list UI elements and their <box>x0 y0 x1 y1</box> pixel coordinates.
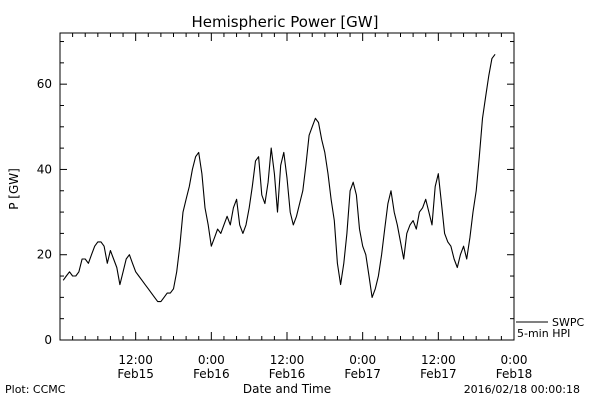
x-tick-label-time: 0:00 <box>198 353 225 367</box>
series-group <box>62 53 496 303</box>
footer-timestamp: 2016/02/18 00:00:18 <box>464 383 580 396</box>
x-tick-label-date: Feb18 <box>496 367 533 381</box>
series-line-hpi <box>62 53 496 303</box>
x-tick-label-date: Feb16 <box>193 367 230 381</box>
legend-title: SWPC <box>552 316 584 329</box>
x-tick-label-time: 0:00 <box>501 353 528 367</box>
x-tick-label-time: 0:00 <box>349 353 376 367</box>
axes: 020406012:00Feb150:00Feb1612:00Feb160:00… <box>37 33 533 381</box>
x-tick-label-date: Feb15 <box>117 367 154 381</box>
x-tick-label-time: 12:00 <box>270 353 305 367</box>
x-axis-label: Date and Time <box>243 382 331 396</box>
x-tick-label-date: Feb17 <box>420 367 457 381</box>
footer-source: Plot: CCMC <box>5 383 66 396</box>
x-tick-label-time: 12:00 <box>118 353 153 367</box>
chart-title: Hemispheric Power [GW] <box>192 13 379 31</box>
y-tick-label: 60 <box>37 77 52 91</box>
legend-entry: 5-min HPI <box>517 327 570 340</box>
x-tick-label-date: Feb16 <box>269 367 306 381</box>
y-tick-label: 0 <box>44 333 52 347</box>
plot-frame <box>59 32 515 341</box>
x-tick-label-date: Feb17 <box>344 367 381 381</box>
y-tick-label: 20 <box>37 248 52 262</box>
x-tick-label-time: 12:00 <box>421 353 456 367</box>
y-axis-label: P [GW] <box>7 168 21 210</box>
y-tick-label: 40 <box>37 162 52 176</box>
